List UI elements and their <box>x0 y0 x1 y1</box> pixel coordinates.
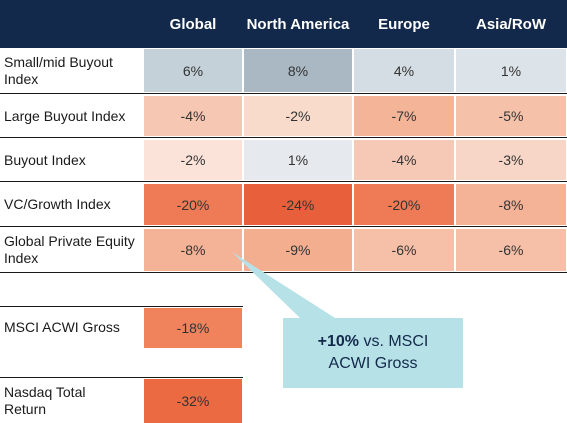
table-cell: -3% <box>456 140 566 180</box>
table-cell: -8% <box>456 184 566 225</box>
table-cell: 6% <box>144 49 242 92</box>
table-cell: -6% <box>354 229 454 271</box>
row-label: Buyout Index <box>4 151 86 168</box>
column-header-north-america: North America <box>246 15 350 33</box>
column-header-asia-row: Asia/RoW <box>475 15 546 33</box>
benchmark-label: Nasdaq Total Return <box>4 383 86 417</box>
row-divider <box>0 226 567 227</box>
row-divider <box>0 272 567 273</box>
row-label: Global Private Equity Index <box>4 233 135 266</box>
row-label: Small/mid Buyout Index <box>4 53 113 87</box>
row-divider <box>0 137 567 138</box>
callout-text-1: vs. MSCI <box>359 333 429 350</box>
table-cell: -4% <box>144 96 242 136</box>
column-header-europe: Europe <box>378 15 430 33</box>
row-divider <box>0 377 243 378</box>
table-cell: 8% <box>244 49 352 92</box>
row-label: Large Buyout Index <box>4 107 126 124</box>
benchmark-label: MSCI ACWI Gross <box>4 319 120 335</box>
benchmark-cell: -32% <box>144 379 242 423</box>
table-cell: -2% <box>144 140 242 180</box>
table-cell: -20% <box>354 184 454 225</box>
row-divider <box>0 93 567 94</box>
table-cell: -8% <box>144 229 242 271</box>
callout-text-2: ACWI Gross <box>328 355 418 372</box>
callout-box: +10% vs. MSCI ACWI Gross <box>283 318 463 388</box>
table-cell: -4% <box>354 140 454 180</box>
row-divider <box>0 181 567 182</box>
table-cell: 4% <box>354 49 454 92</box>
table-cell: 1% <box>456 49 566 92</box>
table-header <box>0 0 567 48</box>
table-cell: -6% <box>456 229 566 271</box>
row-label: VC/Growth Index <box>4 196 111 212</box>
table-cell: 1% <box>244 140 352 180</box>
row-divider <box>0 306 243 307</box>
table-cell: -9% <box>244 229 352 271</box>
table-cell: -20% <box>144 184 242 225</box>
column-header-global: Global <box>169 15 217 33</box>
table-cell: -7% <box>354 96 454 136</box>
table-cell: -2% <box>244 96 352 136</box>
table-cell: -24% <box>244 184 352 225</box>
callout-bold: +10% <box>317 333 360 350</box>
benchmark-cell: -18% <box>144 308 242 348</box>
table-cell: -5% <box>456 96 566 136</box>
